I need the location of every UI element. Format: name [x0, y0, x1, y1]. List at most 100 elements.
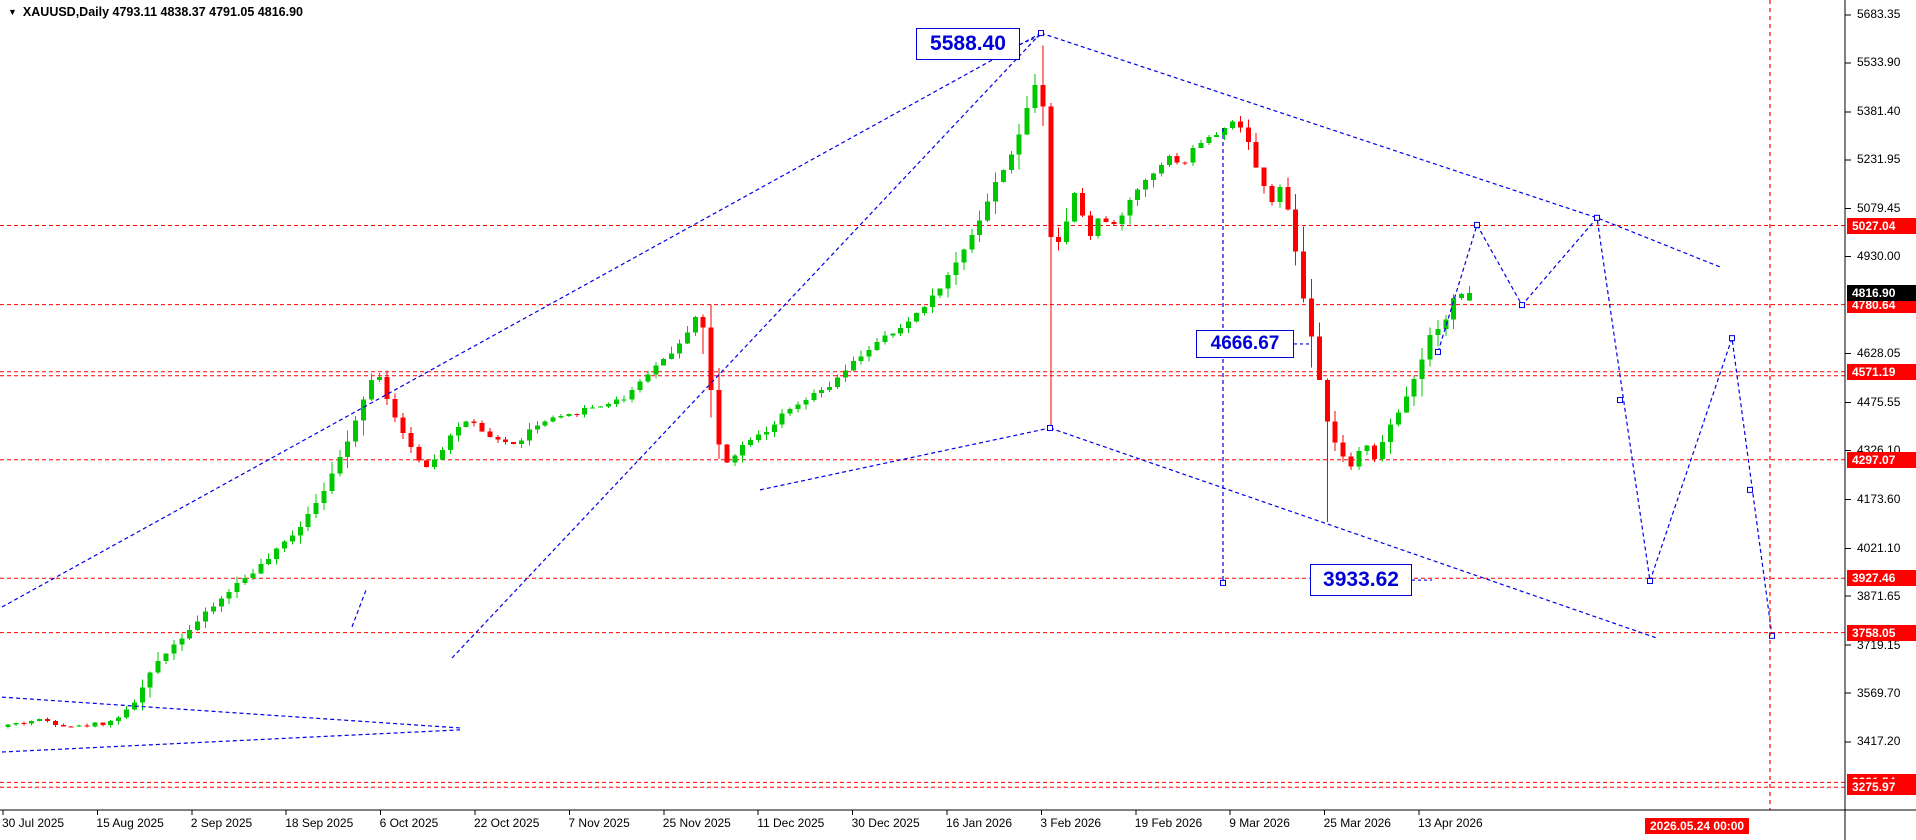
candle-body: [92, 722, 98, 727]
candle-body: [914, 312, 919, 322]
candle-body: [1182, 162, 1188, 164]
symbol-dropdown-icon[interactable]: ▼: [8, 7, 17, 17]
date-label: 13 Apr 2026: [1418, 816, 1483, 830]
micro-segment[interactable]: [351, 589, 367, 628]
candle-body: [1237, 121, 1243, 128]
candle-body: [1332, 421, 1338, 443]
candle-body: [487, 431, 493, 437]
candle-body: [368, 380, 374, 400]
candle-body: [440, 450, 445, 460]
candle-body: [218, 598, 224, 607]
ascending-trendline-1[interactable]: [1, 32, 1042, 608]
forecast-zigzag[interactable]: [1437, 216, 1773, 636]
breakdown-line[interactable]: [1049, 427, 1658, 639]
candle-body: [361, 399, 366, 421]
candle-body: [100, 722, 106, 725]
candle-body: [60, 724, 66, 727]
candle-body: [637, 381, 643, 391]
vertex-marker[interactable]: [1220, 579, 1226, 586]
candle-body: [147, 672, 153, 688]
current-price-label: 4816.90: [1847, 284, 1916, 301]
candle-body: [163, 653, 169, 662]
candle-body: [542, 421, 548, 426]
level-price-label: 3275.97: [1847, 779, 1916, 796]
candle-body: [1048, 106, 1054, 237]
candle-body: [345, 441, 351, 458]
candle-body: [1356, 451, 1362, 467]
candle-body: [969, 235, 975, 250]
candle-body: [1166, 155, 1172, 166]
wedge-upper-line[interactable]: [1, 696, 461, 729]
candle-body: [582, 408, 588, 415]
candle-body: [598, 406, 603, 408]
candle-body: [842, 370, 848, 378]
vertex-marker[interactable]: [1747, 486, 1753, 493]
candle-body: [961, 249, 967, 263]
candle-body: [605, 404, 611, 407]
candle-body: [116, 717, 122, 721]
level-price-label: 4571.19: [1847, 363, 1916, 380]
vertex-marker[interactable]: [1617, 397, 1623, 404]
candle-body: [621, 399, 627, 401]
candle-body: [1064, 221, 1070, 242]
vertex-marker[interactable]: [1435, 348, 1441, 355]
vertex-marker[interactable]: [1474, 221, 1480, 228]
candle-body: [495, 436, 501, 440]
candle-body: [1032, 84, 1038, 108]
candle-body: [250, 573, 256, 579]
trendlines[interactable]: [1, 30, 1775, 753]
date-label: 9 Mar 2026: [1229, 816, 1290, 830]
candle-body: [210, 606, 216, 612]
descending-trendline[interactable]: [1040, 32, 1721, 268]
candle-body: [1206, 136, 1212, 144]
candle-body: [21, 723, 27, 725]
price-annotation[interactable]: 5588.40: [916, 28, 1020, 60]
price-tick-label: 3719.15: [1857, 637, 1901, 652]
candle-body: [1427, 334, 1433, 360]
candle-body: [503, 439, 509, 442]
candle-body: [748, 439, 754, 446]
candle-body: [724, 444, 730, 463]
candle-body: [811, 393, 817, 401]
candle-body: [1000, 170, 1006, 183]
candle-body: [203, 611, 208, 622]
flag-support-line[interactable]: [759, 427, 1051, 491]
vertex-marker[interactable]: [1519, 302, 1525, 309]
date-label: 15 Aug 2025: [96, 816, 164, 830]
wedge-lower-line[interactable]: [1, 729, 461, 753]
candle-body: [1459, 293, 1465, 299]
candle-body: [408, 432, 414, 447]
candle-body: [1395, 412, 1401, 425]
candle-body: [1316, 336, 1322, 380]
candle-body: [1411, 378, 1417, 397]
price-annotation[interactable]: 4666.67: [1196, 330, 1294, 358]
candle-body: [37, 718, 43, 722]
price-annotation[interactable]: 3933.62: [1310, 564, 1412, 596]
vertex-marker[interactable]: [1047, 424, 1053, 431]
candle-body: [274, 548, 280, 560]
candle-body: [289, 535, 295, 542]
candle-body: [795, 404, 801, 410]
candle-body: [1135, 189, 1141, 201]
candle-body: [329, 473, 335, 492]
candle-body: [1301, 251, 1307, 299]
vertex-marker[interactable]: [1647, 578, 1653, 585]
candle-body: [1087, 215, 1093, 237]
date-label: 25 Mar 2026: [1323, 816, 1391, 830]
level-price-label: 4297.07: [1847, 451, 1916, 468]
candle-body: [1419, 359, 1425, 379]
price-tick-label: 5381.40: [1857, 104, 1901, 119]
vertex-marker[interactable]: [1038, 30, 1044, 37]
candle-body: [740, 445, 746, 456]
candle-body: [1451, 298, 1457, 320]
vertex-marker[interactable]: [1729, 335, 1735, 342]
candle-body: [692, 317, 698, 333]
candle-body: [977, 220, 983, 236]
ascending-trendline-2[interactable]: [451, 32, 1042, 659]
candle-body: [1214, 134, 1220, 137]
candle-body: [471, 421, 477, 424]
candle-body: [479, 423, 485, 432]
candle-body: [1143, 180, 1149, 190]
vertex-marker[interactable]: [1594, 214, 1600, 221]
